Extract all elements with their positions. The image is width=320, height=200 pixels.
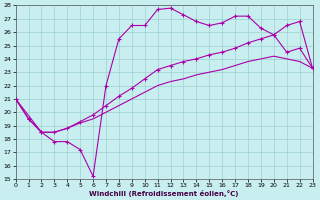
X-axis label: Windchill (Refroidissement éolien,°C): Windchill (Refroidissement éolien,°C) [89,190,239,197]
